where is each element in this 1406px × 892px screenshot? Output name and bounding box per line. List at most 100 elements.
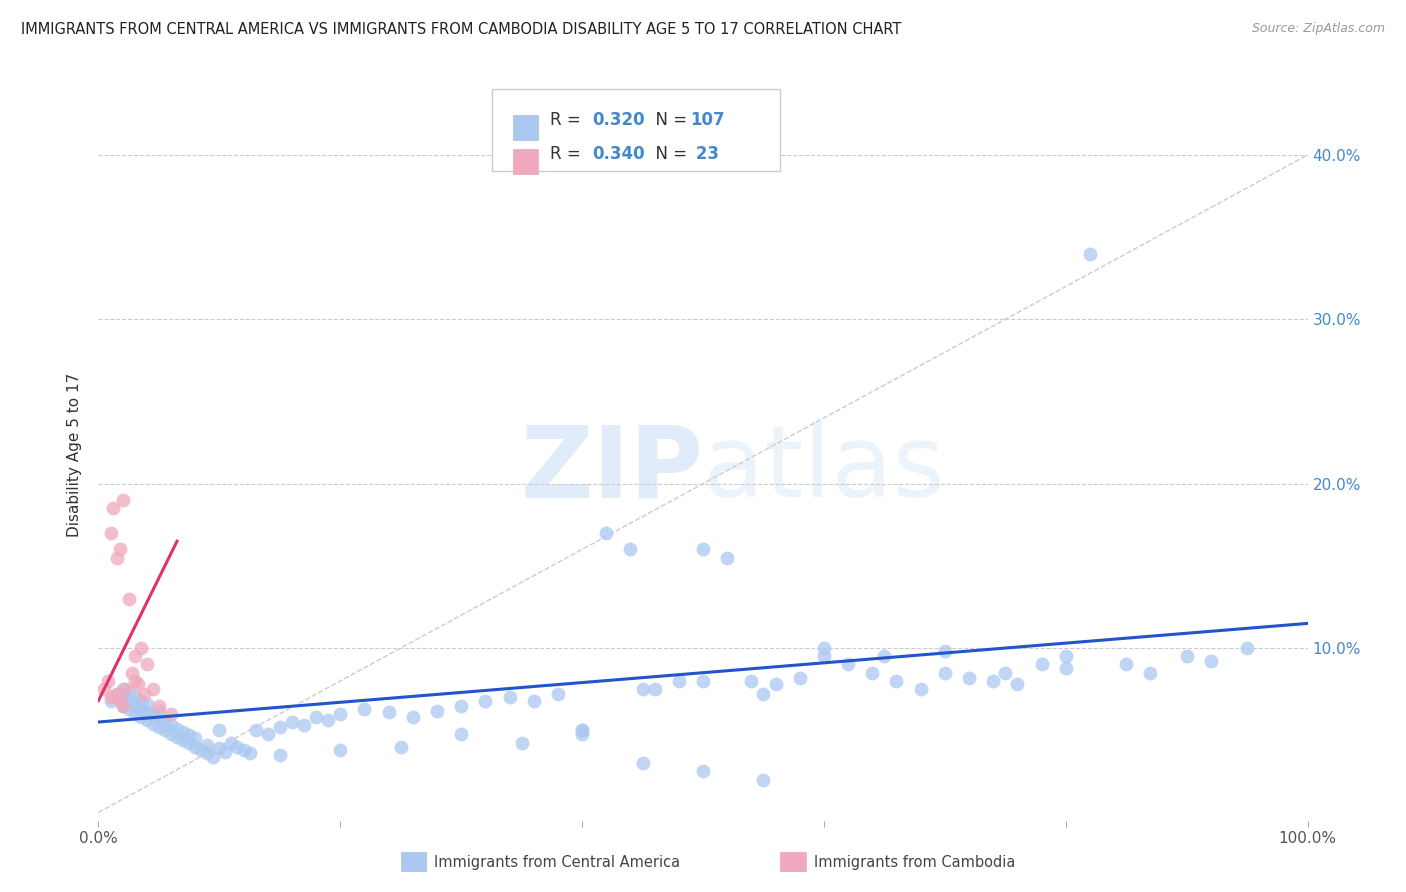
Point (886, 673, 908, 688)
Text: 0.340: 0.340 (592, 145, 644, 163)
Point (377, 705, 399, 719)
Point (1175, 649, 1198, 664)
Point (813, 641, 835, 656)
Point (179, 736, 201, 750)
Point (873, 649, 896, 664)
Point (108, 693, 131, 707)
Text: R =: R = (550, 112, 586, 129)
Point (644, 682, 666, 697)
Point (101, 501, 124, 516)
Point (214, 745, 236, 759)
Point (595, 526, 617, 541)
Text: N =: N = (645, 112, 693, 129)
Point (142, 682, 165, 697)
Point (232, 743, 254, 757)
Point (934, 644, 956, 658)
Point (118, 693, 141, 707)
Point (1031, 657, 1053, 672)
Text: 23: 23 (690, 145, 720, 163)
Point (957, 671, 980, 685)
Point (148, 720, 170, 734)
Point (474, 693, 496, 707)
Text: IMMIGRANTS FROM CENTRAL AMERICA VS IMMIGRANTS FROM CAMBODIA DISABILITY AGE 5 TO : IMMIGRANTS FROM CENTRAL AMERICA VS IMMIG… (21, 22, 901, 37)
Point (292, 718, 315, 732)
Point (389, 739, 412, 754)
Point (226, 739, 249, 754)
Point (108, 542, 131, 557)
Point (124, 690, 146, 705)
Point (184, 739, 207, 754)
Point (619, 542, 641, 557)
Point (118, 702, 141, 716)
Point (118, 591, 141, 606)
Point (269, 720, 291, 734)
Point (184, 731, 207, 746)
Point (208, 723, 231, 738)
Point (118, 685, 141, 699)
Point (129, 641, 152, 656)
Point (160, 718, 183, 732)
Point (129, 693, 152, 707)
Point (316, 714, 339, 728)
Text: N =: N = (645, 145, 693, 163)
Point (202, 749, 225, 764)
Point (426, 704, 449, 718)
Point (105, 687, 128, 701)
Point (981, 673, 1004, 688)
Point (100, 526, 122, 541)
Point (571, 723, 593, 738)
Point (789, 671, 811, 685)
Point (765, 677, 787, 691)
Point (100, 693, 122, 707)
Point (547, 687, 569, 701)
Point (121, 665, 143, 680)
Point (129, 710, 152, 724)
Point (837, 657, 859, 672)
Point (142, 716, 165, 731)
Point (353, 702, 375, 716)
Point (692, 764, 714, 779)
Point (256, 726, 278, 740)
Point (142, 708, 165, 723)
Point (994, 665, 1017, 680)
Point (148, 704, 170, 718)
Point (127, 677, 149, 691)
Point (692, 542, 714, 557)
Point (221, 736, 243, 750)
Text: Immigrants from Central America: Immigrants from Central America (434, 855, 681, 870)
Text: Immigrants from Cambodia: Immigrants from Cambodia (814, 855, 1015, 870)
Point (124, 706, 146, 721)
Point (97, 673, 120, 688)
Point (1054, 649, 1077, 664)
Point (190, 743, 212, 757)
Point (111, 682, 134, 697)
Point (195, 746, 218, 760)
Point (160, 726, 183, 740)
Point (179, 728, 201, 742)
Text: Source: ZipAtlas.com: Source: ZipAtlas.com (1251, 22, 1385, 36)
Point (111, 698, 134, 713)
Point (166, 722, 188, 736)
Point (1236, 641, 1258, 656)
Point (1054, 661, 1077, 675)
Text: ZIP: ZIP (520, 421, 703, 518)
Point (752, 687, 775, 701)
Point (716, 550, 738, 565)
Point (498, 690, 520, 705)
Point (135, 714, 157, 728)
Point (668, 673, 690, 688)
Point (752, 772, 775, 787)
Point (269, 747, 291, 762)
Point (111, 690, 134, 705)
Point (105, 687, 128, 701)
Point (692, 673, 714, 688)
Point (1078, 246, 1101, 260)
Text: 0.320: 0.320 (592, 112, 644, 129)
Point (860, 665, 883, 680)
Point (1115, 657, 1137, 672)
Text: 107: 107 (690, 112, 725, 129)
Point (153, 714, 176, 729)
Point (329, 706, 352, 721)
Point (631, 682, 654, 697)
Point (281, 714, 304, 729)
